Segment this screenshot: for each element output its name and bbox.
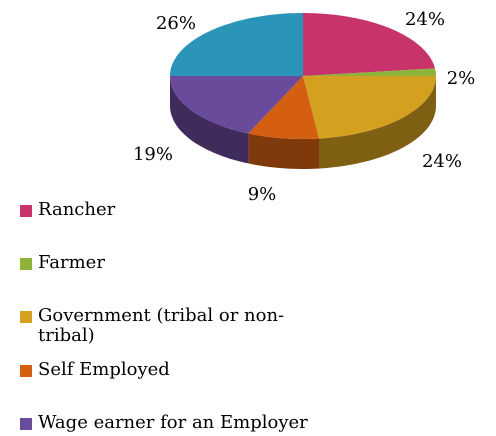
data-label: 19% — [133, 144, 173, 165]
legend-swatch — [20, 205, 32, 217]
data-label: 9% — [248, 184, 277, 205]
legend-item: Farmer — [20, 253, 320, 273]
pie-slice — [303, 76, 436, 139]
legend-label: Government (tribal or non-tribal) — [38, 305, 285, 346]
pie-slice — [303, 68, 436, 76]
pie-side — [248, 133, 319, 169]
pie-slice — [170, 13, 303, 76]
legend-swatch — [20, 258, 32, 270]
legend-swatch — [20, 311, 32, 323]
data-label: 26% — [156, 13, 196, 34]
data-label: 24% — [405, 9, 445, 30]
legend-label: Wage earner for an Employer — [38, 412, 308, 433]
data-label: 2% — [447, 68, 476, 89]
legend-item: Self Employed — [20, 360, 320, 380]
data-label: 24% — [422, 151, 462, 172]
legend-label: Self Employed — [38, 359, 170, 380]
legend-item: Rancher — [20, 200, 320, 220]
legend-label: Rancher — [38, 199, 116, 220]
pie-side — [170, 76, 249, 164]
legend-item: Government (tribal or non-tribal) — [20, 306, 320, 346]
legend-label: Farmer — [38, 252, 105, 273]
legend-swatch — [20, 418, 32, 430]
pie-slice — [170, 76, 303, 134]
pie-slice — [303, 13, 435, 76]
legend-swatch — [20, 365, 32, 377]
legend-item: Wage earner for an Employer — [20, 413, 320, 433]
pie-slice — [248, 76, 319, 139]
pie-side — [319, 76, 436, 169]
